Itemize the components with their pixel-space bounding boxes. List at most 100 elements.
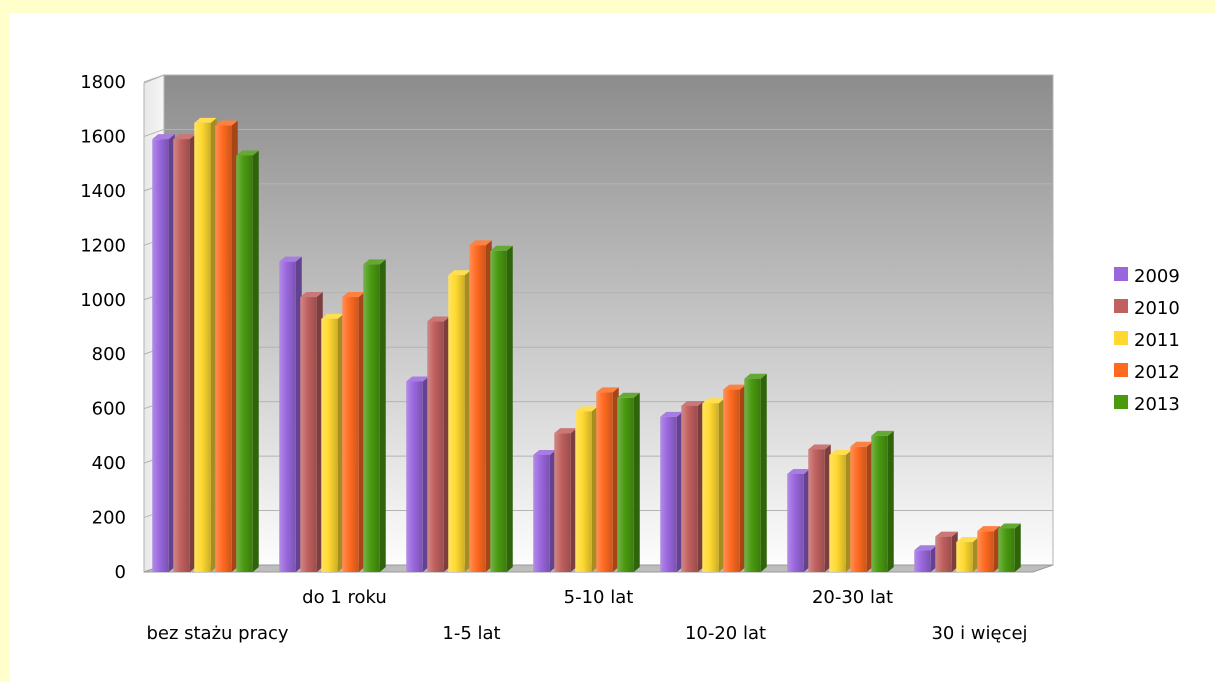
- bar-face: [829, 454, 846, 572]
- bar: [914, 545, 937, 572]
- bar-face: [787, 474, 804, 572]
- bar-face: [723, 389, 740, 572]
- bar: [533, 449, 556, 572]
- bar-top: [152, 134, 175, 140]
- x-tick-label: 1-5 lat: [442, 623, 500, 644]
- bar-side: [1014, 523, 1021, 572]
- bar-top: [787, 469, 810, 474]
- bar: [215, 120, 238, 573]
- bar-top: [956, 537, 979, 543]
- bar-top: [744, 373, 767, 379]
- legend-label: 2013: [1134, 394, 1180, 415]
- legend-swatch: [1114, 363, 1128, 377]
- y-tick-label: 400: [92, 453, 126, 474]
- y-tick-label: 200: [92, 508, 126, 529]
- bar: [554, 428, 577, 572]
- bar-face: [152, 139, 169, 572]
- bar: [723, 384, 746, 572]
- legend-swatch: [1114, 267, 1128, 281]
- y-axis-ticks: 0 200 400 600 800 1000 1200 1400 1600 1800: [80, 72, 126, 583]
- bars-layer: [152, 117, 1021, 573]
- bar-face: [914, 550, 931, 572]
- bar: [617, 392, 640, 572]
- bar-top: [173, 134, 196, 140]
- bar: [490, 245, 513, 572]
- bar-side: [633, 392, 640, 572]
- bar-face: [279, 261, 296, 572]
- y-tick-label: 1400: [80, 181, 126, 202]
- bar-face: [956, 542, 973, 572]
- x-tick-label: 10-20 lat: [685, 623, 766, 644]
- x-tick-label: 30 i więcej: [931, 623, 1027, 644]
- y-tick-label: 800: [92, 344, 126, 365]
- bar-top: [533, 449, 556, 455]
- legend-label: 2009: [1134, 266, 1180, 287]
- bar: [448, 270, 471, 572]
- bar-top: [935, 531, 958, 537]
- legend-label: 2011: [1134, 330, 1180, 351]
- bar-top: [575, 406, 598, 412]
- bar: [702, 398, 725, 572]
- bar: [321, 313, 344, 572]
- bar-side: [887, 430, 894, 572]
- legend-swatch: [1114, 395, 1128, 409]
- bar-top: [469, 240, 492, 246]
- bar: [787, 469, 810, 572]
- y-tick-label: 1600: [80, 126, 126, 147]
- bar: [342, 292, 365, 572]
- y-tick-label: 600: [92, 399, 126, 420]
- bar-face: [554, 433, 571, 572]
- bar: [744, 373, 767, 572]
- bar-top: [617, 392, 640, 398]
- bar: [998, 523, 1021, 572]
- y-tick-label: 1000: [80, 290, 126, 311]
- legend-swatch: [1114, 299, 1128, 313]
- bar-face: [808, 449, 825, 572]
- bar-top: [977, 526, 1000, 532]
- bar-top: [406, 376, 429, 382]
- bar-face: [977, 531, 994, 572]
- bar-top: [554, 428, 577, 434]
- bar-top: [914, 545, 937, 551]
- bar-face: [871, 435, 888, 572]
- bar: [956, 537, 979, 572]
- bar-top: [321, 313, 344, 319]
- bar: [681, 400, 704, 572]
- bar-face: [575, 411, 592, 572]
- bar-face: [236, 155, 253, 572]
- bar-face: [469, 245, 486, 573]
- bar-face: [850, 446, 867, 572]
- bar-top: [342, 292, 365, 298]
- bar-face: [702, 403, 719, 572]
- bar-face: [406, 381, 423, 572]
- bar-top: [490, 245, 513, 251]
- bar: [236, 150, 259, 572]
- bar-face: [173, 139, 190, 572]
- bar-top: [596, 387, 619, 393]
- bar: [279, 256, 302, 572]
- bar-face: [998, 528, 1015, 572]
- bar: [829, 449, 852, 572]
- bar-face: [744, 378, 761, 572]
- bar: [363, 259, 386, 572]
- bar-top: [215, 120, 238, 126]
- x-tick-label: bez stażu pracy: [146, 623, 288, 644]
- bar: [152, 134, 175, 572]
- bar-top: [723, 384, 746, 390]
- bar-face: [427, 321, 444, 572]
- bar-face: [490, 250, 507, 572]
- bar-face: [194, 122, 211, 572]
- bar: [173, 134, 196, 572]
- bar-side: [506, 245, 513, 572]
- y-tick-label: 1800: [80, 72, 126, 93]
- bar-top: [448, 270, 471, 276]
- legend-label: 2010: [1134, 298, 1180, 319]
- bar-face: [215, 125, 232, 573]
- bar-top: [871, 430, 894, 436]
- bar-top: [702, 398, 725, 404]
- bar: [871, 430, 894, 572]
- gridline-side: [143, 128, 165, 137]
- legend: 2009 2010 2011 2012 2013: [1114, 266, 1180, 415]
- x-axis-labels: bez stażu pracy do 1 roku 1-5 lat 5-10 lat 1…: [146, 587, 1027, 644]
- bar: [194, 117, 217, 572]
